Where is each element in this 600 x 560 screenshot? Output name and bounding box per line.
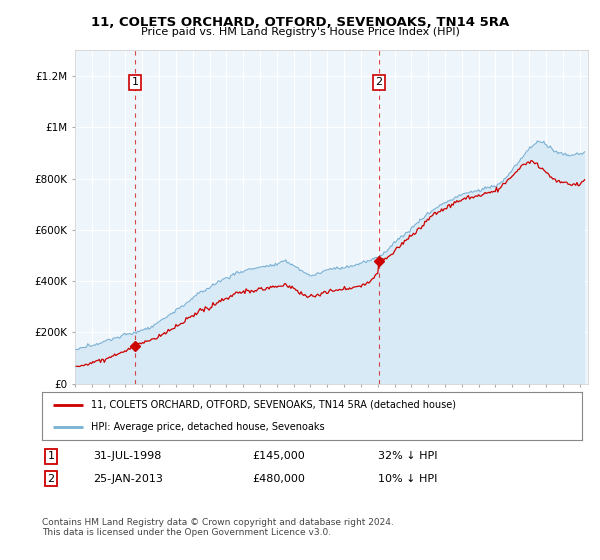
- Text: 2: 2: [376, 77, 382, 87]
- Text: 32% ↓ HPI: 32% ↓ HPI: [378, 451, 437, 461]
- Text: Contains HM Land Registry data © Crown copyright and database right 2024.
This d: Contains HM Land Registry data © Crown c…: [42, 518, 394, 538]
- Text: 2: 2: [47, 474, 55, 484]
- Text: Price paid vs. HM Land Registry's House Price Index (HPI): Price paid vs. HM Land Registry's House …: [140, 27, 460, 37]
- Text: £480,000: £480,000: [252, 474, 305, 484]
- Text: 10% ↓ HPI: 10% ↓ HPI: [378, 474, 437, 484]
- Text: HPI: Average price, detached house, Sevenoaks: HPI: Average price, detached house, Seve…: [91, 422, 324, 432]
- Text: 25-JAN-2013: 25-JAN-2013: [93, 474, 163, 484]
- Text: £145,000: £145,000: [252, 451, 305, 461]
- Text: 1: 1: [47, 451, 55, 461]
- Text: 1: 1: [132, 77, 139, 87]
- Text: 11, COLETS ORCHARD, OTFORD, SEVENOAKS, TN14 5RA (detached house): 11, COLETS ORCHARD, OTFORD, SEVENOAKS, T…: [91, 400, 455, 410]
- Text: 31-JUL-1998: 31-JUL-1998: [93, 451, 161, 461]
- Text: 11, COLETS ORCHARD, OTFORD, SEVENOAKS, TN14 5RA: 11, COLETS ORCHARD, OTFORD, SEVENOAKS, T…: [91, 16, 509, 29]
